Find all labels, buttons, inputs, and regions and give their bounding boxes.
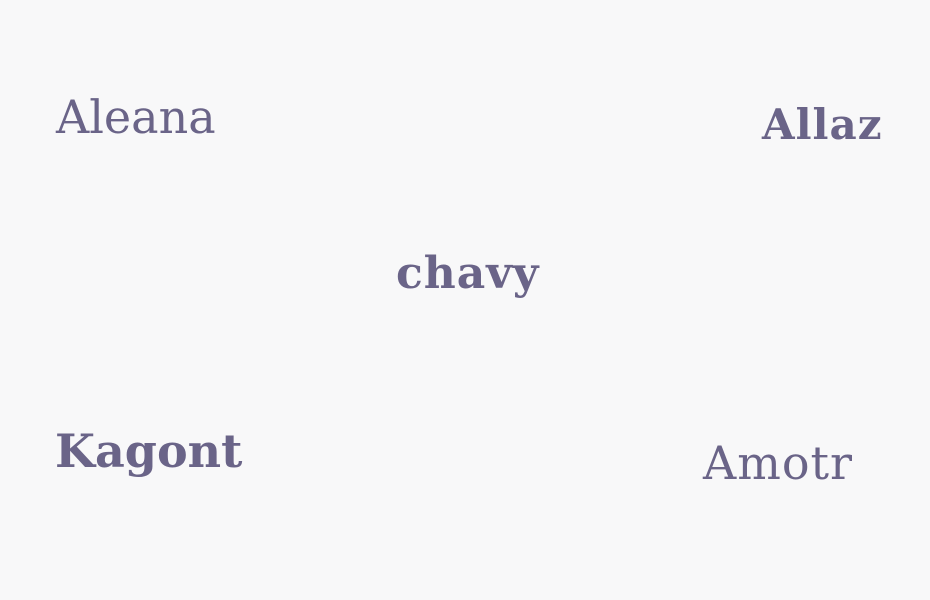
word-aleana: Aleana	[56, 90, 216, 144]
word-amotr: Amotr	[703, 436, 854, 490]
word-chavy: chavy	[396, 248, 540, 299]
word-kagont: Kagont	[55, 424, 243, 478]
word-allaz: Allaz	[762, 100, 883, 149]
